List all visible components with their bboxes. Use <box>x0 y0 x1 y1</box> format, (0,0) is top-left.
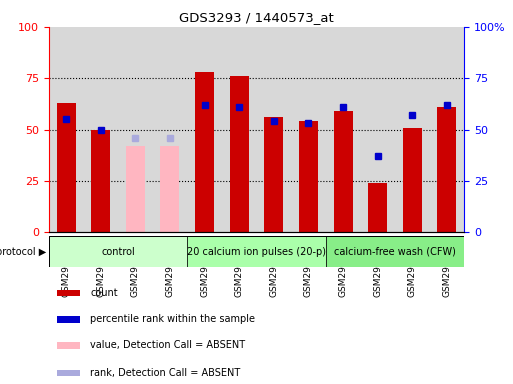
Bar <box>49 27 83 232</box>
Bar <box>429 27 464 232</box>
Bar <box>368 183 387 232</box>
Text: value, Detection Call = ABSENT: value, Detection Call = ABSENT <box>90 341 245 351</box>
Text: 20 calcium ion pulses (20-p): 20 calcium ion pulses (20-p) <box>187 247 326 257</box>
Bar <box>403 127 422 232</box>
Bar <box>56 103 75 232</box>
Bar <box>395 27 429 232</box>
Text: protocol ▶: protocol ▶ <box>0 247 46 257</box>
Bar <box>83 27 118 232</box>
Bar <box>230 76 249 232</box>
Bar <box>57 343 80 349</box>
Bar <box>264 117 283 232</box>
Bar <box>291 27 326 232</box>
Text: percentile rank within the sample: percentile rank within the sample <box>90 314 255 324</box>
Bar <box>326 27 360 232</box>
Text: control: control <box>101 247 135 257</box>
Bar <box>222 27 256 232</box>
Bar <box>152 27 187 232</box>
Title: GDS3293 / 1440573_at: GDS3293 / 1440573_at <box>179 11 334 24</box>
Bar <box>161 146 180 232</box>
Bar <box>126 146 145 232</box>
Bar <box>187 236 326 267</box>
Bar <box>187 27 222 232</box>
Bar <box>195 72 214 232</box>
Text: count: count <box>90 288 118 298</box>
Bar <box>360 27 395 232</box>
Bar <box>333 111 352 232</box>
Bar <box>57 369 80 376</box>
Bar <box>57 316 80 323</box>
Bar <box>91 129 110 232</box>
Bar <box>49 236 187 267</box>
Bar <box>326 236 464 267</box>
Text: calcium-free wash (CFW): calcium-free wash (CFW) <box>334 247 456 257</box>
Bar <box>299 121 318 232</box>
Bar <box>438 107 457 232</box>
Bar <box>118 27 152 232</box>
Bar <box>57 290 80 296</box>
Text: rank, Detection Call = ABSENT: rank, Detection Call = ABSENT <box>90 367 241 378</box>
Bar <box>256 27 291 232</box>
